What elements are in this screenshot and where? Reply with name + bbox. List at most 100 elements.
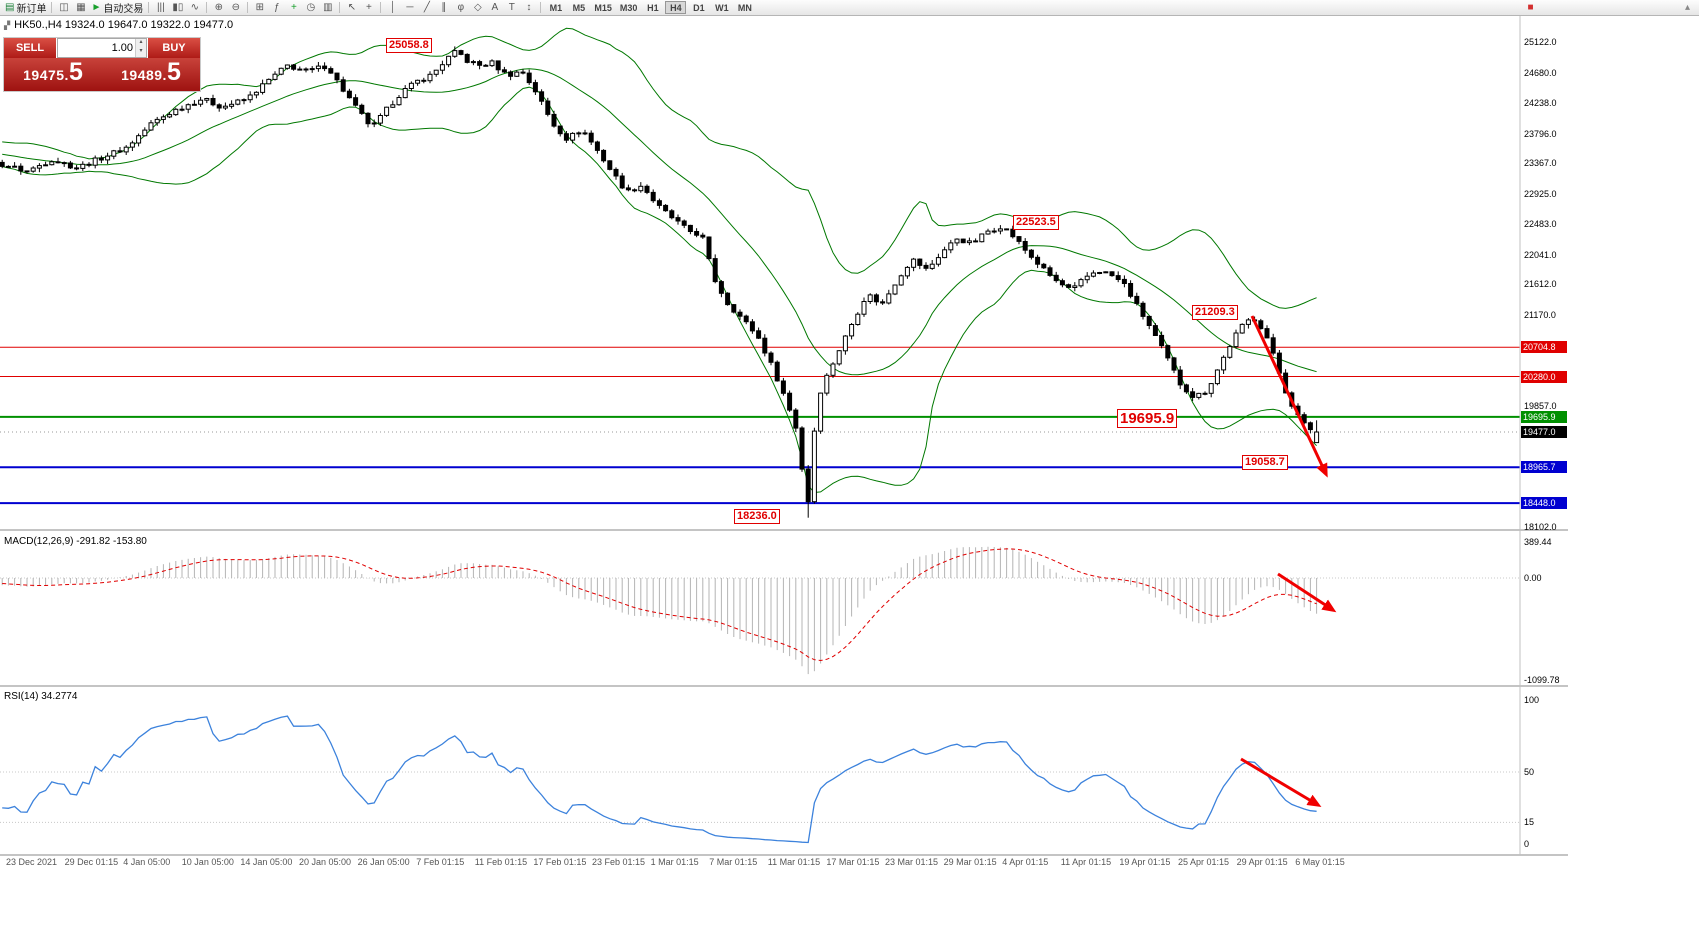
history-icon[interactable]: ▥ — [323, 2, 333, 13]
toolbar-separator — [51, 2, 53, 13]
tile-windows-icon[interactable]: ⊞ — [255, 2, 265, 13]
indicators-icon[interactable]: ƒ — [274, 2, 280, 13]
sell-button[interactable]: SELL — [4, 38, 56, 58]
sell-price-int: 19475. — [23, 67, 69, 83]
vertical-line-icon[interactable]: │ — [389, 2, 396, 13]
buy-button[interactable]: BUY — [148, 38, 200, 58]
one-click-trading-panel: SELL ▴ ▾ BUY 19475.5 19489.5 — [3, 37, 201, 92]
zoom-out-icon[interactable]: ⊖ — [231, 2, 241, 13]
candlestick-mode-icon[interactable]: ▮▯ — [172, 2, 184, 13]
profiles-icon[interactable]: ▦ — [76, 2, 86, 13]
price-axis-label: 23367.0 — [1524, 158, 1557, 169]
price-axis-label: 22925.0 — [1524, 188, 1557, 199]
time-axis-label: 11 Mar 01:15 — [767, 857, 821, 867]
volume-spinner: ▴ ▾ — [135, 39, 146, 57]
label-icon[interactable]: T — [508, 2, 515, 13]
timeframe-h4[interactable]: H4 — [665, 1, 687, 14]
price-annotation: 19695.9 — [1117, 409, 1178, 428]
time-axis-label: 17 Feb 01:15 — [533, 857, 587, 867]
channel-icon[interactable]: ∥ — [441, 2, 447, 13]
time-axis-label: 23 Mar 01:15 — [885, 857, 939, 867]
price-axis-tag: 19477.0 — [1521, 426, 1567, 438]
time-axis-label: 4 Apr 01:15 — [1002, 857, 1049, 867]
time-axis-label: 25 Apr 01:15 — [1178, 857, 1230, 867]
price-axis-label: 24238.0 — [1524, 98, 1557, 109]
price-axis-label: 21612.0 — [1524, 279, 1557, 290]
buy-price-int: 19489. — [121, 67, 167, 83]
buy-price[interactable]: 19489. 5 — [102, 58, 200, 91]
bar-chart-mode-icon[interactable]: ||| — [156, 2, 165, 13]
timeframe-m1[interactable]: M1 — [549, 3, 563, 13]
clock-icon[interactable]: ◷ — [306, 2, 316, 13]
crosshair-icon[interactable]: + — [365, 2, 372, 13]
price-axis-tag: 19695.9 — [1521, 410, 1567, 423]
toolbar: ▤ 新订单 ◫ ▦ ► 自动交易 ||| ▮▯ ∿ ⊕ ⊖ ⊞ ƒ + ◷ ▥ ↖ + │ ─ ╱ ∥ φ ◇ A T ↕ M1 M5 M… — [0, 0, 1699, 16]
text-icon[interactable]: A — [491, 2, 499, 13]
scroll-up-icon[interactable]: ▴ — [1684, 2, 1691, 13]
rsi-label: RSI(14) 34.2774 — [4, 691, 78, 702]
rsi-axis-label: 50 — [1524, 767, 1535, 777]
price-axis-label: 22483.0 — [1524, 219, 1557, 230]
buy-price-frac: 5 — [166, 58, 181, 86]
price-annotation: 18236.0 — [734, 509, 780, 524]
rsi-axis-label: 0 — [1524, 839, 1530, 849]
timeframe-m5[interactable]: M5 — [572, 3, 586, 13]
timeframe-m15[interactable]: M15 — [594, 3, 612, 13]
price-axis-tag: 18448.0 — [1521, 497, 1567, 510]
time-axis-label: 11 Feb 01:15 — [474, 857, 528, 867]
timeframe-m30[interactable]: M30 — [619, 3, 638, 13]
time-axis-label: 29 Dec 01:15 — [64, 857, 119, 867]
line-chart-mode-icon[interactable]: ∿ — [190, 2, 200, 13]
time-axis-label: 29 Apr 01:15 — [1236, 857, 1288, 867]
new-chart-icon[interactable]: + — [290, 2, 297, 13]
volume-up-button[interactable]: ▴ — [136, 39, 146, 48]
time-axis-label: 26 Jan 05:00 — [357, 857, 410, 867]
price-axis-tag: 20704.8 — [1521, 341, 1567, 354]
toolbar-separator — [540, 2, 542, 13]
time-axis-label: 7 Feb 01:15 — [416, 857, 465, 867]
time-axis-label: 14 Jan 05:00 — [240, 857, 293, 867]
price-axis-label: 19857.0 — [1524, 400, 1557, 411]
time-axis-label: 11 Apr 01:15 — [1060, 857, 1112, 867]
timeframe-w1[interactable]: W1 — [715, 3, 729, 13]
news-icon[interactable]: ■ — [1527, 2, 1534, 13]
price-annotation: 22523.5 — [1013, 215, 1059, 230]
autotrading-icon[interactable]: ► 自动交易 — [91, 2, 144, 15]
price-annotation: 25058.8 — [386, 38, 432, 53]
timeframe-h1[interactable]: H1 — [647, 3, 659, 13]
chart-window-icon[interactable]: ◫ — [59, 2, 69, 13]
symbol-icon: ▞ — [4, 20, 11, 30]
rsi-axis-label: 15 — [1524, 817, 1535, 828]
timeframe-d1[interactable]: D1 — [693, 3, 705, 13]
horizontal-line-icon[interactable]: ─ — [406, 2, 414, 13]
arrows-icon[interactable]: ↕ — [526, 2, 532, 13]
price-axis-label: 25122.0 — [1524, 37, 1557, 47]
time-axis-label: 19 Apr 01:15 — [1119, 857, 1171, 867]
time-axis-label: 1 Mar 01:15 — [650, 857, 699, 867]
toolbar-separator — [148, 2, 150, 13]
time-axis-label: 7 Mar 01:15 — [709, 857, 758, 867]
price-axis-label: 21170.0 — [1524, 310, 1556, 321]
volume-input[interactable] — [58, 39, 135, 57]
zoom-in-icon[interactable]: ⊕ — [214, 2, 224, 13]
shapes-icon[interactable]: ◇ — [474, 2, 482, 13]
toolbar-separator — [339, 2, 341, 13]
price-axis-label: 23796.0 — [1524, 128, 1557, 139]
price-axis-label: 18102.0 — [1524, 521, 1557, 532]
price-axis-tag: 18965.7 — [1521, 461, 1567, 474]
toolbar-separator — [247, 2, 249, 13]
price-annotation: 21209.3 — [1192, 305, 1238, 320]
volume-down-button[interactable]: ▾ — [136, 48, 146, 57]
trendline-icon[interactable]: ╱ — [423, 2, 430, 13]
new-order-icon[interactable]: ▤ 新订单 — [5, 2, 47, 15]
cursor-icon[interactable]: ↖ — [347, 2, 357, 13]
timeframe-mn[interactable]: MN — [737, 3, 752, 13]
price-axis-label: 24680.0 — [1524, 67, 1557, 78]
time-axis-label: 29 Mar 01:15 — [943, 857, 997, 867]
fibonacci-icon[interactable]: φ — [457, 2, 465, 13]
toolbar-separator — [380, 2, 382, 13]
price-annotation: 19058.7 — [1242, 455, 1288, 470]
sell-price-frac: 5 — [68, 58, 83, 86]
sell-price[interactable]: 19475. 5 — [4, 58, 102, 91]
